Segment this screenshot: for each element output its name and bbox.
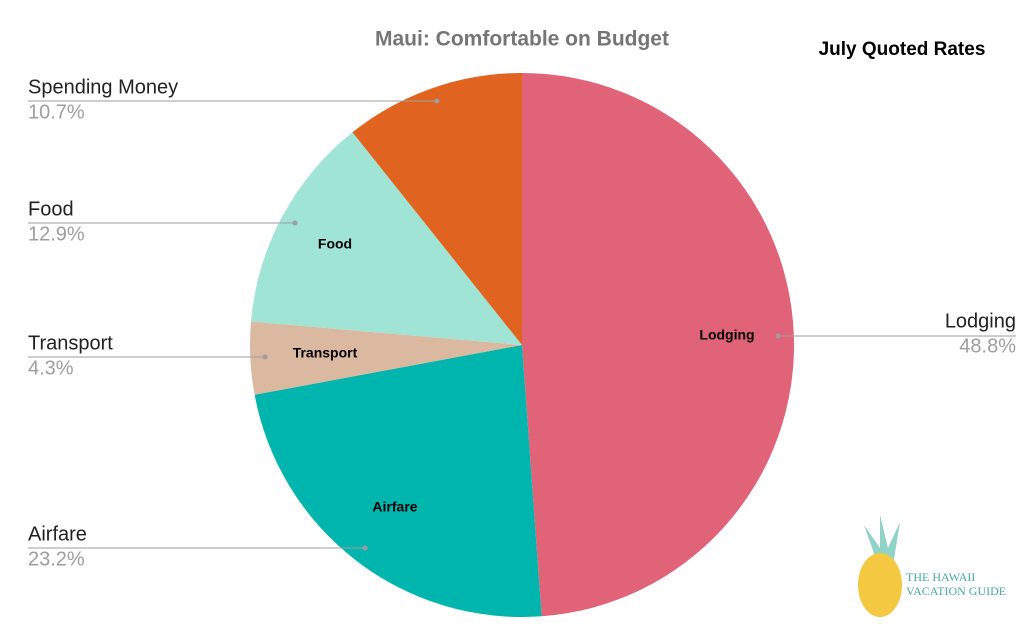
logo-text: THE HAWAII: [906, 570, 975, 584]
pie-slice: [250, 321, 522, 395]
slice-label: Food: [318, 236, 352, 252]
leader-dot: [262, 354, 268, 360]
legend-label: Food: [28, 198, 74, 220]
data-label: 4.3%: [28, 357, 74, 379]
legend-label: Lodging: [945, 310, 1016, 332]
logo-leaves: [864, 515, 900, 565]
pie-slice: [254, 345, 542, 617]
chart-title: Maui: Comfortable on Budget: [375, 28, 669, 51]
logo: THE HAWAII VACATION GUIDE: [858, 515, 1006, 617]
leader-dot: [362, 545, 368, 551]
pie: Lodging 48.8% Lodging Airfare 23.2% Airfare Tr…: [28, 73, 1016, 617]
legend-label: Spending Money: [28, 76, 178, 98]
slice-label: Airfare: [372, 499, 417, 515]
pie-slice: [251, 132, 523, 345]
leader-dot: [775, 333, 781, 339]
pie-slice: [522, 73, 795, 617]
data-label: 12.9%: [28, 223, 85, 245]
data-label: 23.2%: [28, 548, 85, 570]
data-label: 10.7%: [28, 101, 85, 123]
logo-text: VACATION GUIDE: [906, 584, 1006, 598]
pie-slice: [352, 73, 522, 345]
legend-label: Airfare: [28, 523, 87, 545]
logo-fruit: [858, 553, 902, 617]
leader-dot: [434, 98, 440, 104]
slice-label: Lodging: [699, 327, 754, 343]
leader-dot: [292, 220, 298, 226]
chart-subtitle: July Quoted Rates: [819, 39, 986, 60]
legend-label: Transport: [28, 332, 113, 354]
data-label: 48.8%: [959, 335, 1016, 357]
slice-label: Transport: [293, 345, 358, 361]
